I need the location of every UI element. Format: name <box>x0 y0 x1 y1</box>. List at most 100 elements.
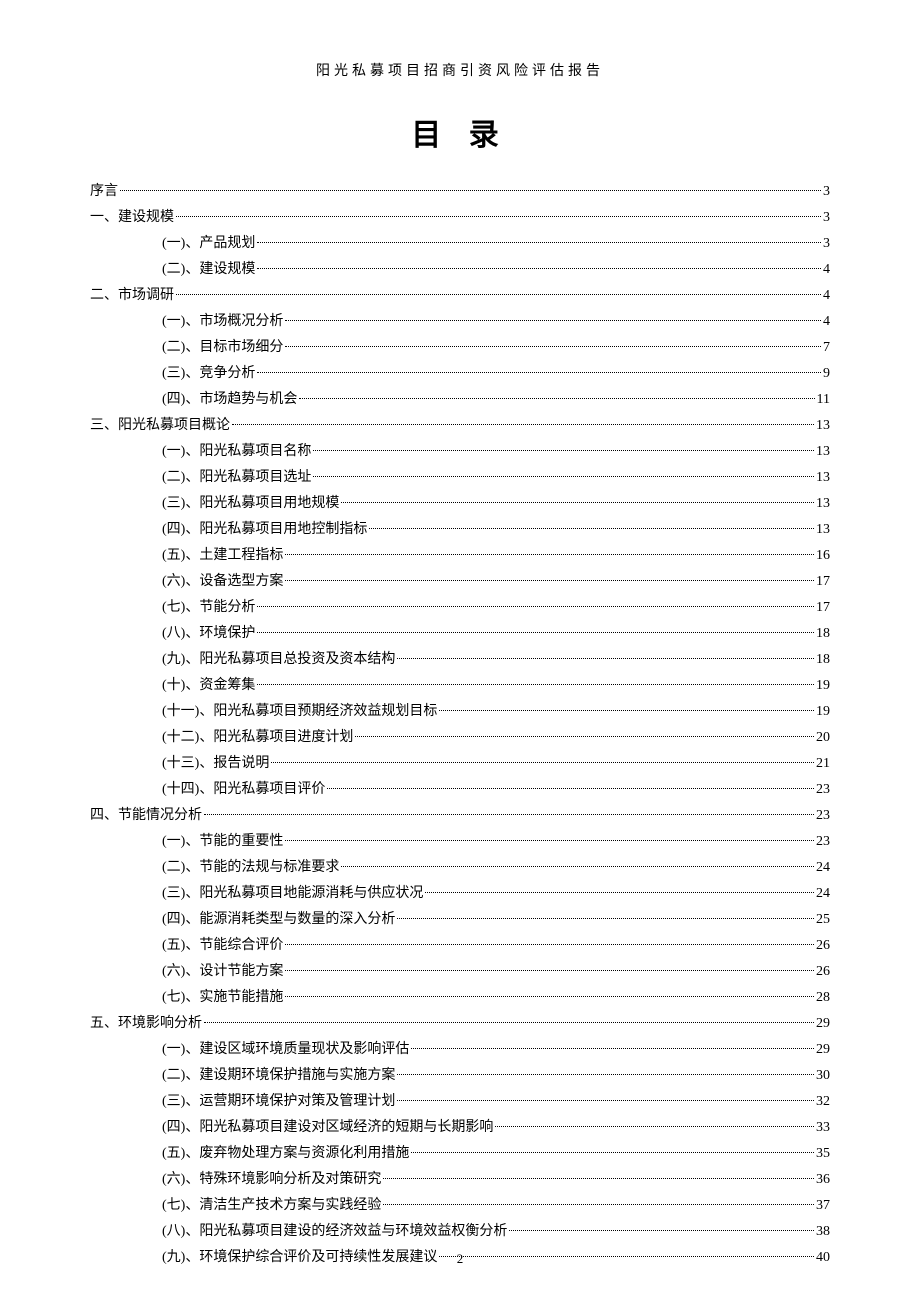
toc-leader-dots <box>355 736 814 737</box>
toc-leader-dots <box>176 294 821 295</box>
toc-entry: 序言3 <box>90 179 830 205</box>
toc-entry: 二、市场调研4 <box>90 283 830 309</box>
toc-entry-page: 32 <box>816 1089 830 1115</box>
toc-entry: (八)、环境保护18 <box>90 621 830 647</box>
toc-leader-dots <box>257 684 814 685</box>
toc-entry-page: 13 <box>816 465 830 491</box>
toc-entry-page: 7 <box>823 335 830 361</box>
toc-entry-page: 26 <box>816 959 830 985</box>
toc-entry-label: (一)、市场概况分析 <box>162 309 283 335</box>
toc-entry: 四、节能情况分析23 <box>90 803 830 829</box>
toc-entry-label: (六)、特殊环境影响分析及对策研究 <box>162 1167 381 1193</box>
toc-entry-label: (四)、阳光私募项目用地控制指标 <box>162 517 367 543</box>
toc-entry-label: (十一)、阳光私募项目预期经济效益规划目标 <box>162 699 437 725</box>
toc-leader-dots <box>204 1022 814 1023</box>
toc-entry-label: (七)、清洁生产技术方案与实践经验 <box>162 1193 381 1219</box>
toc-entry-label: (八)、阳光私募项目建设的经济效益与环境效益权衡分析 <box>162 1219 507 1245</box>
toc-entry-label: 四、节能情况分析 <box>90 803 202 829</box>
toc-leader-dots <box>397 1074 814 1075</box>
toc-entry: (十)、资金筹集19 <box>90 673 830 699</box>
toc-entry: (五)、废弃物处理方案与资源化利用措施 35 <box>90 1141 830 1167</box>
toc-entry-label: (十三)、报告说明 <box>162 751 269 777</box>
toc-entry-page: 26 <box>816 933 830 959</box>
toc-entry-page: 18 <box>816 647 830 673</box>
toc-entry: (十二)、阳光私募项目进度计划 20 <box>90 725 830 751</box>
toc-entry: (五)、节能综合评价26 <box>90 933 830 959</box>
toc-leader-dots <box>120 190 821 191</box>
toc-entry-label: (六)、设备选型方案 <box>162 569 283 595</box>
toc-leader-dots <box>285 346 821 347</box>
toc-entry-label: (五)、土建工程指标 <box>162 543 283 569</box>
toc-entry-label: 三、阳光私募项目概论 <box>90 413 230 439</box>
toc-entry-page: 28 <box>816 985 830 1011</box>
page-number: 2 <box>0 1251 920 1267</box>
toc-entry-page: 4 <box>823 309 830 335</box>
toc-entry: (二)、目标市场细分 7 <box>90 335 830 361</box>
toc-entry-page: 3 <box>823 179 830 205</box>
toc-entry-label: (六)、设计节能方案 <box>162 959 283 985</box>
toc-entry: (三)、阳光私募项目地能源消耗与供应状况24 <box>90 881 830 907</box>
toc-entry-page: 19 <box>816 673 830 699</box>
toc-leader-dots <box>257 372 821 373</box>
toc-entry: (一)、阳光私募项目名称13 <box>90 439 830 465</box>
toc-entry-label: 二、市场调研 <box>90 283 174 309</box>
toc-entry: (三)、运营期环境保护对策及管理计划32 <box>90 1089 830 1115</box>
toc-entry: (一)、节能的重要性23 <box>90 829 830 855</box>
toc-leader-dots <box>509 1230 814 1231</box>
toc-leader-dots <box>313 476 814 477</box>
toc-entry-label: (五)、废弃物处理方案与资源化利用措施 <box>162 1141 409 1167</box>
toc-entry: (十一)、阳光私募项目预期经济效益规划目标19 <box>90 699 830 725</box>
toc-leader-dots <box>176 216 821 217</box>
toc-leader-dots <box>299 398 814 399</box>
toc-leader-dots <box>327 788 814 789</box>
toc-leader-dots <box>495 1126 814 1127</box>
toc-entry-page: 3 <box>823 205 830 231</box>
toc-entry-page: 38 <box>816 1219 830 1245</box>
toc-entry-page: 24 <box>816 855 830 881</box>
toc-leader-dots <box>397 918 814 919</box>
toc-entry-page: 16 <box>816 543 830 569</box>
toc-entry-page: 13 <box>816 517 830 543</box>
toc-entry: (三)、阳光私募项目用地规模13 <box>90 491 830 517</box>
toc-entry: (八)、阳光私募项目建设的经济效益与环境效益权衡分析 38 <box>90 1219 830 1245</box>
toc-entry-label: 一、建设规模 <box>90 205 174 231</box>
toc-entry-page: 23 <box>816 829 830 855</box>
toc-entry-label: (四)、阳光私募项目建设对区域经济的短期与长期影响 <box>162 1115 493 1141</box>
toc-entry: (二)、阳光私募项目选址 13 <box>90 465 830 491</box>
toc-entry: (二)、建设规模4 <box>90 257 830 283</box>
toc-container: 序言3一、建设规模3(一)、产品规划3(二)、建设规模4二、市场调研4(一)、市… <box>90 179 830 1271</box>
toc-entry-page: 29 <box>816 1037 830 1063</box>
toc-entry-label: (十二)、阳光私募项目进度计划 <box>162 725 353 751</box>
toc-leader-dots <box>383 1178 814 1179</box>
toc-entry: (六)、特殊环境影响分析及对策研究36 <box>90 1167 830 1193</box>
toc-entry-label: (二)、目标市场细分 <box>162 335 283 361</box>
toc-entry-page: 35 <box>816 1141 830 1167</box>
toc-entry-page: 4 <box>823 257 830 283</box>
toc-entry-label: (二)、阳光私募项目选址 <box>162 465 311 491</box>
toc-entry: (七)、实施节能措施 28 <box>90 985 830 1011</box>
toc-leader-dots <box>257 268 821 269</box>
toc-entry-page: 3 <box>823 231 830 257</box>
toc-entry: (一)、市场概况分析 4 <box>90 309 830 335</box>
toc-leader-dots <box>285 320 821 321</box>
document-header: 阳光私募项目招商引资风险评估报告 <box>90 60 830 80</box>
toc-entry-page: 30 <box>816 1063 830 1089</box>
toc-entry: (三)、竞争分析9 <box>90 361 830 387</box>
toc-entry: (六)、设计节能方案 26 <box>90 959 830 985</box>
toc-leader-dots <box>313 450 814 451</box>
toc-entry-page: 11 <box>817 387 830 413</box>
toc-entry-label: (八)、环境保护 <box>162 621 255 647</box>
toc-entry-label: (七)、实施节能措施 <box>162 985 283 1011</box>
toc-leader-dots <box>341 502 814 503</box>
toc-entry-page: 20 <box>816 725 830 751</box>
toc-entry-page: 25 <box>816 907 830 933</box>
toc-entry-page: 33 <box>816 1115 830 1141</box>
toc-entry-label: (十四)、阳光私募项目评价 <box>162 777 325 803</box>
toc-entry-page: 9 <box>823 361 830 387</box>
toc-leader-dots <box>285 840 814 841</box>
toc-leader-dots <box>232 424 814 425</box>
toc-entry-page: 29 <box>816 1011 830 1037</box>
toc-leader-dots <box>397 658 814 659</box>
toc-leader-dots <box>257 606 814 607</box>
toc-title: 目 录 <box>90 110 830 154</box>
